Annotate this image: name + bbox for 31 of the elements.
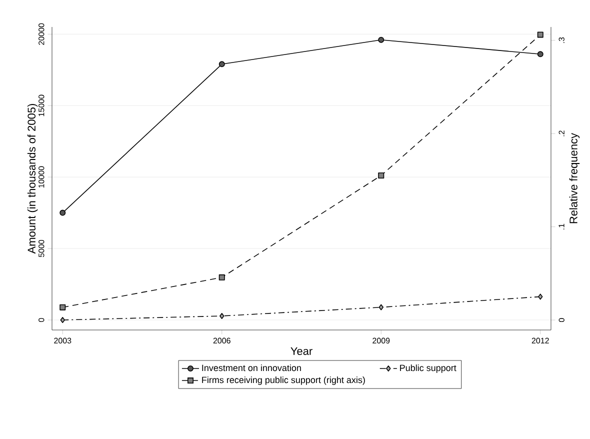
point bbox=[538, 294, 543, 300]
point bbox=[60, 210, 66, 216]
y-tick-label: 0 bbox=[38, 318, 44, 322]
point bbox=[378, 36, 384, 43]
x-tick-label: 2009 bbox=[372, 338, 390, 344]
legend-label: Public support bbox=[400, 364, 456, 373]
y2-tick-label: 0 bbox=[558, 318, 564, 322]
point bbox=[378, 304, 384, 310]
y-tick-label: 15000 bbox=[38, 94, 44, 116]
y-tick-label: 5000 bbox=[38, 240, 44, 258]
y-axis-title: Amount (in thousands of 2005) bbox=[27, 104, 38, 254]
x-tick-label: 2012 bbox=[532, 338, 549, 344]
y2-tick-label: .1 bbox=[558, 224, 564, 230]
y2-tick-label: .2 bbox=[558, 130, 564, 136]
legend-label: Investment on innovation bbox=[202, 364, 301, 372]
point bbox=[60, 316, 65, 323]
legend-label: Firms receiving public support (right axis) bbox=[202, 376, 365, 385]
point bbox=[218, 61, 225, 68]
y-tick-label: 10000 bbox=[38, 166, 44, 188]
x-tick-label: 2006 bbox=[213, 338, 230, 344]
point bbox=[60, 304, 66, 310]
y2-axis-title: Relative frequency bbox=[569, 132, 580, 224]
x-axis-title: Year bbox=[290, 347, 312, 355]
x-tick-label: 2003 bbox=[54, 338, 72, 344]
point bbox=[537, 51, 544, 58]
y2-tick-label: .3 bbox=[558, 37, 564, 43]
point bbox=[218, 274, 225, 280]
point bbox=[378, 172, 384, 179]
y-tick-label: 20000 bbox=[38, 23, 44, 45]
point bbox=[220, 312, 224, 319]
point bbox=[537, 32, 544, 38]
